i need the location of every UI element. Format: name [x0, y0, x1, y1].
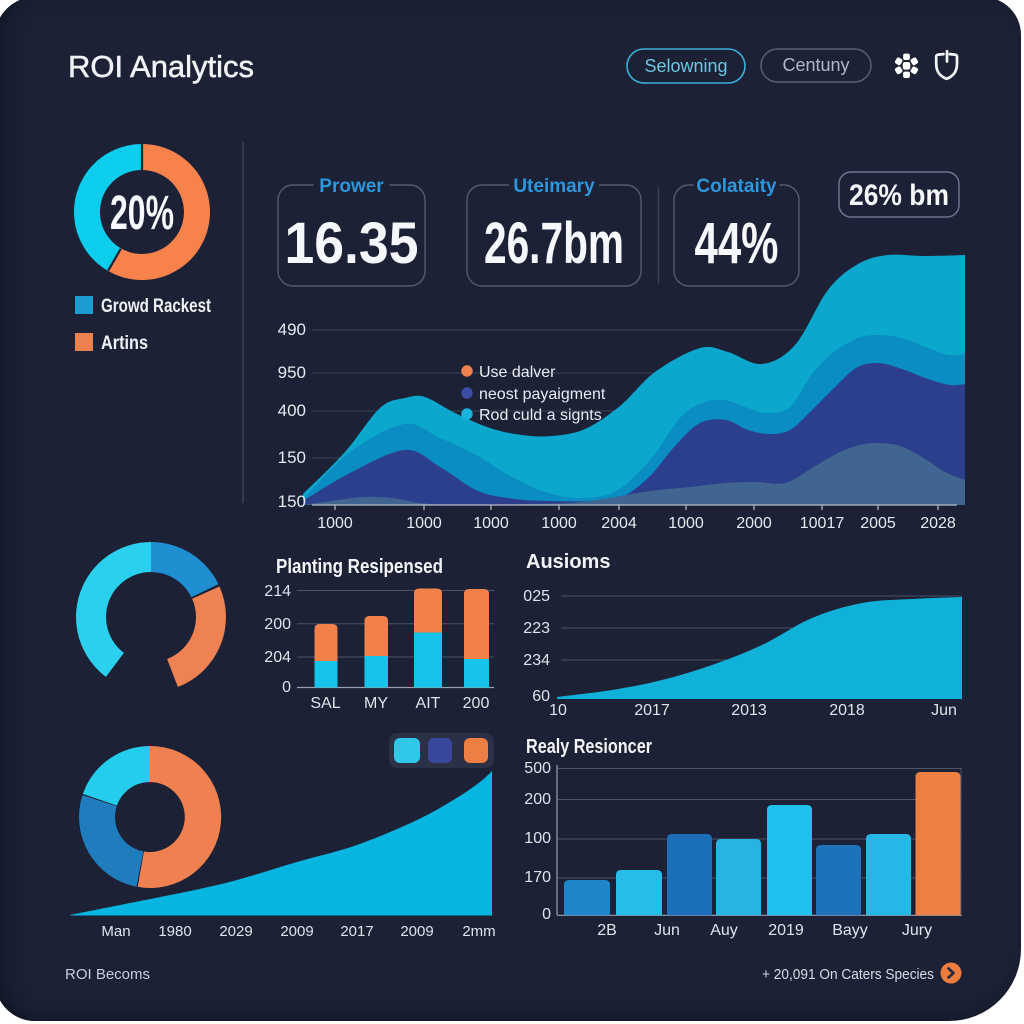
svg-text:1000: 1000: [406, 515, 442, 532]
svg-text:Use dalver: Use dalver: [479, 364, 556, 381]
svg-text:Prower: Prower: [319, 176, 384, 197]
svg-text:SAL: SAL: [310, 695, 340, 712]
svg-text:44%: 44%: [695, 211, 779, 276]
svg-text:2018: 2018: [829, 702, 865, 719]
svg-text:950: 950: [278, 363, 306, 382]
svg-text:400: 400: [278, 401, 306, 420]
svg-text:Growd Rackest: Growd Rackest: [101, 296, 212, 317]
svg-text:1000: 1000: [541, 515, 577, 532]
svg-text:Realy Resioncer: Realy Resioncer: [526, 736, 652, 758]
svg-text:Bayy: Bayy: [832, 922, 868, 939]
svg-text:Selowning: Selowning: [644, 56, 727, 76]
svg-text:100: 100: [524, 830, 551, 847]
svg-text:Auy: Auy: [710, 922, 738, 939]
svg-text:2013: 2013: [731, 702, 767, 719]
svg-text:2mm: 2mm: [462, 923, 495, 940]
svg-text:2B: 2B: [597, 922, 617, 939]
svg-text:2019: 2019: [768, 922, 804, 939]
svg-text:Planting Resipensed: Planting Resipensed: [276, 556, 443, 578]
svg-text:2017: 2017: [634, 702, 670, 719]
svg-text:1000: 1000: [668, 515, 704, 532]
svg-text:MY: MY: [364, 695, 388, 712]
svg-text:234: 234: [523, 652, 550, 669]
svg-text:223: 223: [523, 620, 550, 637]
svg-text:10: 10: [549, 702, 567, 719]
svg-text:16.35: 16.35: [285, 211, 419, 276]
svg-text:0: 0: [542, 906, 551, 923]
svg-text:26.7bm: 26.7bm: [484, 211, 624, 276]
svg-text:214: 214: [264, 583, 291, 600]
svg-text:2029: 2029: [219, 923, 252, 940]
svg-text:2009: 2009: [400, 923, 433, 940]
svg-text:Uteimary: Uteimary: [513, 176, 595, 197]
svg-text:Jun: Jun: [654, 922, 680, 939]
svg-text:1000: 1000: [317, 515, 353, 532]
svg-text:Centuny: Centuny: [782, 55, 849, 75]
svg-text:Jury: Jury: [902, 922, 932, 939]
svg-text:Rod culd a signts: Rod culd a signts: [479, 407, 602, 424]
svg-text:neost payaigment: neost payaigment: [479, 386, 606, 403]
svg-text:Artins: Artins: [101, 333, 148, 354]
svg-text:+ 20,091 On Caters Species: + 20,091 On Caters Species: [762, 966, 934, 983]
svg-text:2009: 2009: [280, 923, 313, 940]
svg-text:200: 200: [463, 695, 490, 712]
svg-text:500: 500: [524, 760, 551, 777]
svg-text:2005: 2005: [860, 515, 896, 532]
svg-text:20%: 20%: [110, 187, 174, 240]
svg-text:Jun: Jun: [931, 702, 957, 719]
svg-text:10017: 10017: [800, 515, 845, 532]
svg-text:200: 200: [264, 616, 291, 633]
svg-text:2028: 2028: [920, 515, 956, 532]
svg-text:0: 0: [282, 679, 291, 696]
svg-text:ROI Becoms: ROI Becoms: [65, 966, 150, 983]
svg-text:2000: 2000: [736, 515, 772, 532]
svg-text:150: 150: [278, 492, 306, 511]
svg-text:Man: Man: [101, 923, 130, 940]
svg-text:AIT: AIT: [416, 695, 441, 712]
svg-text:200: 200: [524, 791, 551, 808]
svg-text:1980: 1980: [158, 923, 191, 940]
svg-text:2017: 2017: [340, 923, 373, 940]
svg-text:490: 490: [278, 320, 306, 339]
svg-text:204: 204: [264, 649, 291, 666]
svg-text:60: 60: [532, 688, 550, 705]
svg-text:025: 025: [523, 588, 550, 605]
svg-text:Ausioms: Ausioms: [526, 551, 610, 573]
svg-text:1000: 1000: [473, 515, 509, 532]
svg-text:ROI Analytics: ROI Analytics: [68, 49, 254, 84]
svg-text:26% bm: 26% bm: [849, 179, 949, 212]
svg-text:170: 170: [524, 869, 551, 886]
svg-text:150: 150: [278, 448, 306, 467]
svg-text:Colataity: Colataity: [696, 176, 777, 197]
svg-text:2004: 2004: [601, 515, 637, 532]
